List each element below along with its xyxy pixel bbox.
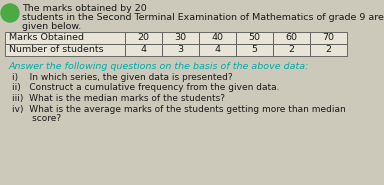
Text: Marks Obtained: Marks Obtained [9,33,84,43]
Text: given below.: given below. [22,22,81,31]
Text: 2: 2 [288,46,295,55]
Text: 50: 50 [248,33,260,43]
Text: 60: 60 [285,33,298,43]
Text: Number of students: Number of students [9,46,104,55]
Bar [310,32,347,44]
Text: iii)  What is the median marks of the students?: iii) What is the median marks of the stu… [12,94,225,103]
Text: 4: 4 [215,46,220,55]
Bar [162,32,199,44]
Bar [273,32,310,44]
Bar [236,44,273,56]
Text: 30: 30 [174,33,187,43]
Bar [5,32,125,44]
Bar [310,44,347,56]
Text: 70: 70 [323,33,334,43]
Text: i)    In which series, the given data is presented?: i) In which series, the given data is pr… [12,73,233,82]
Text: iv)  What is the average marks of the students getting more than median: iv) What is the average marks of the stu… [12,105,346,114]
Bar [125,32,162,44]
Bar [199,44,236,56]
Text: The marks obtained by 20: The marks obtained by 20 [22,4,147,13]
Text: 40: 40 [212,33,223,43]
Text: score?: score? [12,114,61,123]
Text: Answer the following questions on the basis of the above data:: Answer the following questions on the ba… [8,62,308,71]
Text: 5: 5 [252,46,258,55]
Bar [199,32,236,44]
Text: 2: 2 [326,46,331,55]
Bar [236,32,273,44]
Circle shape [1,4,19,22]
Bar [125,44,162,56]
Text: 20: 20 [137,33,149,43]
Text: 4: 4 [141,46,147,55]
Bar [162,44,199,56]
Bar [273,44,310,56]
Text: 3: 3 [177,46,184,55]
Bar [5,44,125,56]
Text: ii)   Construct a cumulative frequency from the given data.: ii) Construct a cumulative frequency fro… [12,83,280,92]
Text: students in the Second Terminal Examination of Mathematics of grade 9 are: students in the Second Terminal Examinat… [22,13,384,22]
